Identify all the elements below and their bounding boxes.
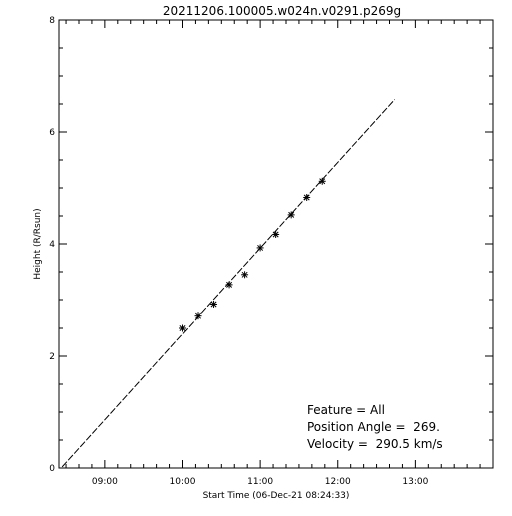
y-axis-label: Height (R/Rsun) xyxy=(33,208,43,279)
data-point-stroke xyxy=(241,271,248,278)
annotation-feature: Feature = All xyxy=(307,403,385,417)
data-point xyxy=(287,211,295,219)
data-point-stroke xyxy=(195,312,201,319)
x-axis-label: Start Time (06-Dec-21 08:24:33) xyxy=(203,491,350,501)
x-tick-label: 09:00 xyxy=(92,477,118,487)
ticks-layer: 09:00 10:00 11:00 12:00 13:00 0 2 4 6 8 xyxy=(49,16,493,487)
data-point-stroke xyxy=(319,178,326,185)
y-tick-label: 2 xyxy=(49,352,55,362)
data-point-stroke xyxy=(272,231,279,238)
y-tick-label: 4 xyxy=(49,240,55,250)
data-point xyxy=(210,300,218,308)
data-point xyxy=(272,230,280,238)
data-point-stroke xyxy=(226,281,233,288)
x-tick-label: 12:00 xyxy=(325,477,351,487)
data-point xyxy=(225,281,233,289)
chart-title: 20211206.100005.w024n.v0291.p269g xyxy=(163,4,401,18)
annotation-velocity: Velocity = 290.5 km/s xyxy=(307,437,443,451)
data-point xyxy=(303,194,311,202)
data-point-stroke xyxy=(179,325,186,331)
data-point-stroke xyxy=(210,301,217,308)
annotation-position-angle: Position Angle = 269. xyxy=(307,420,440,434)
y-tick-label: 6 xyxy=(49,128,55,138)
data-point xyxy=(178,324,186,332)
data-point xyxy=(194,312,202,320)
data-point xyxy=(241,271,249,279)
fit-line xyxy=(61,99,396,468)
y-tick-label: 8 xyxy=(49,16,55,26)
x-tick-label: 13:00 xyxy=(402,477,428,487)
y-tick-label: 0 xyxy=(49,464,55,474)
x-tick-label: 11:00 xyxy=(247,477,273,487)
series-layer xyxy=(61,99,396,468)
x-tick-label: 10:00 xyxy=(170,477,196,487)
data-point-stroke xyxy=(288,211,295,218)
